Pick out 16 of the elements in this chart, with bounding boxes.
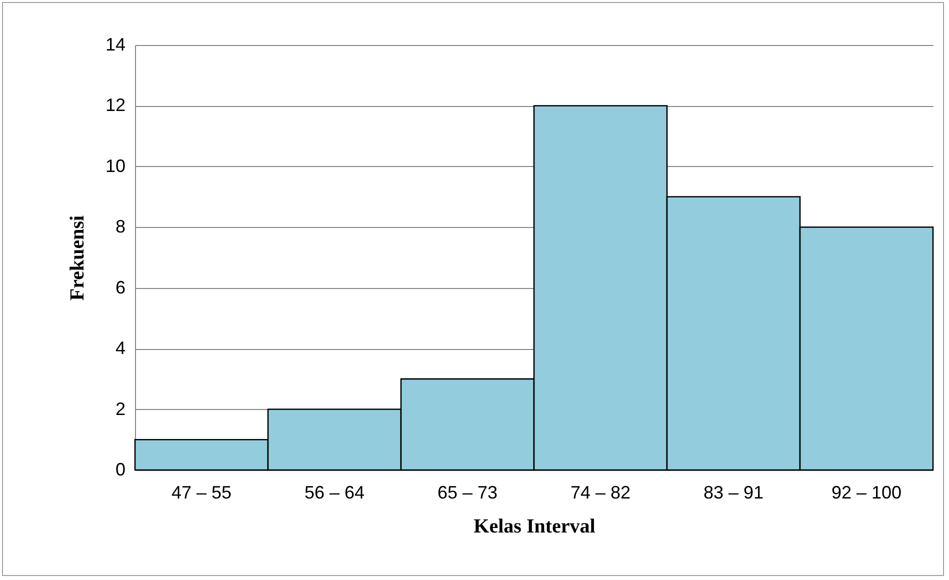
x-axis-title: Kelas Interval: [474, 516, 596, 538]
y-tick-label: 10: [105, 156, 126, 176]
x-tick-label: 92 – 100: [831, 482, 902, 502]
x-tick-label: 83 – 91: [703, 482, 764, 502]
y-tick-label: 4: [115, 338, 126, 358]
y-tick-label: 14: [105, 34, 126, 54]
y-tick-label: 2: [115, 398, 126, 419]
y-tick-label: 12: [105, 95, 126, 116]
y-tick-label: 8: [115, 216, 126, 237]
x-tick-label: 47 – 55: [171, 482, 232, 502]
x-tick-label: 74 – 82: [570, 482, 631, 502]
y-tick-label: 0: [115, 460, 126, 480]
y-tick-label: 6: [115, 277, 126, 298]
x-tick-label: 65 – 73: [437, 482, 498, 502]
y-axis-title: Frekuensi: [66, 214, 88, 301]
x-tick-label: 56 – 64: [304, 482, 365, 502]
